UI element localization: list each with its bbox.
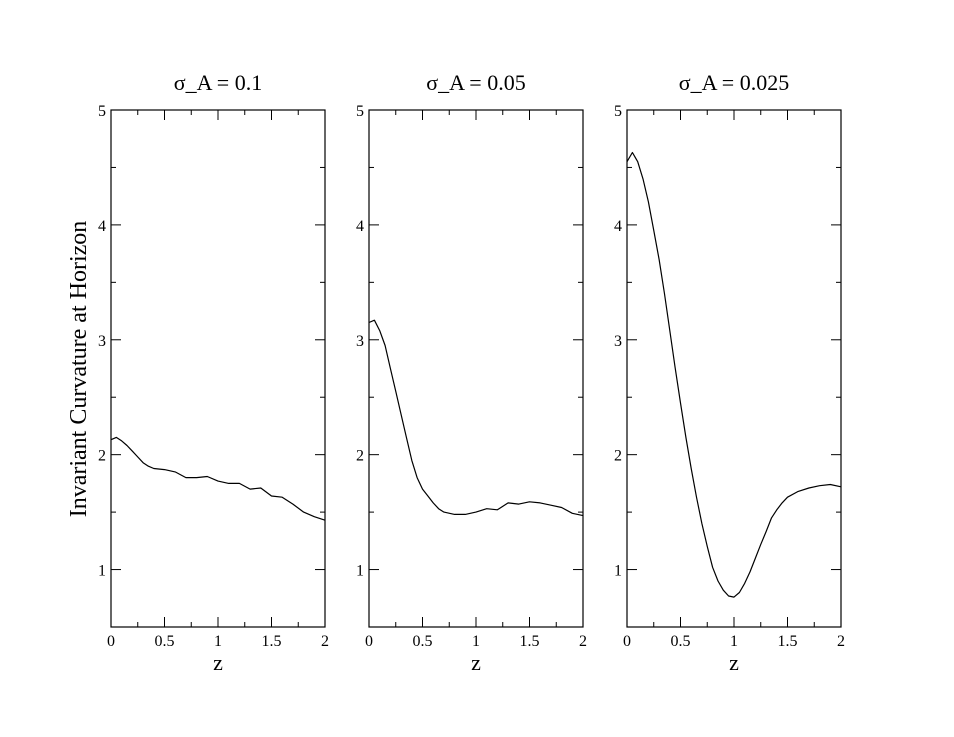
- y-tick-label: 1: [614, 563, 622, 580]
- x-tick-label: 0: [623, 633, 631, 650]
- panel-title: σ_A = 0.025: [679, 70, 789, 95]
- y-tick-label: 3: [356, 333, 364, 350]
- y-tick-label: 1: [356, 563, 364, 580]
- y-tick-label: 4: [614, 218, 622, 235]
- y-axis-label: Invariant Curvature at Horizon: [66, 221, 92, 518]
- series-line: [110, 436, 326, 521]
- y-tick-label: 4: [98, 218, 106, 235]
- plot-frame: [110, 109, 326, 628]
- x-tick-label: 0.5: [671, 633, 691, 650]
- x-tick-label: 0.5: [155, 633, 175, 650]
- y-tick-label: 4: [356, 218, 364, 235]
- x-axis-label: z: [471, 650, 481, 675]
- x-tick-label: 0: [365, 633, 373, 650]
- y-tick-label: 2: [356, 448, 364, 465]
- y-tick-label: 5: [614, 103, 622, 120]
- x-tick-label: 0: [107, 633, 115, 650]
- panel-sigma-0-05: σ_A = 0.05 z 0 0.5 1 1.5 2 1 2 3 4 5: [356, 70, 587, 675]
- x-tick-label: 1.5: [520, 633, 540, 650]
- y-tick-label: 1: [98, 563, 106, 580]
- y-tick-label: 2: [614, 448, 622, 465]
- panel-title: σ_A = 0.05: [426, 70, 525, 95]
- x-axis-label: z: [213, 650, 223, 675]
- y-tick-label: 3: [614, 333, 622, 350]
- x-tick-label: 1.5: [778, 633, 798, 650]
- plot-frame: [368, 109, 584, 628]
- y-tick-label: 2: [98, 448, 106, 465]
- series-line: [626, 151, 842, 598]
- y-tick-label: 5: [356, 103, 364, 120]
- x-tick-label: 1: [472, 633, 480, 650]
- x-tick-label: 0.5: [413, 633, 433, 650]
- y-tick-label: 3: [98, 333, 106, 350]
- x-tick-label: 1.5: [262, 633, 282, 650]
- plot-frame: [626, 109, 842, 628]
- x-tick-label: 2: [837, 633, 845, 650]
- x-tick-label: 2: [321, 633, 329, 650]
- x-tick-label: 1: [214, 633, 222, 650]
- x-tick-label: 1: [730, 633, 738, 650]
- panel-sigma-0-025: σ_A = 0.025 z 0 0.5 1 1.5 2 1 2 3 4 5: [614, 70, 845, 675]
- x-axis-label: z: [729, 650, 739, 675]
- x-tick-label: 2: [579, 633, 587, 650]
- y-tick-label: 5: [98, 103, 106, 120]
- panel-title: σ_A = 0.1: [174, 70, 262, 95]
- series-line: [368, 319, 584, 517]
- panel-sigma-0-1: σ_A = 0.1 z 0 0.5 1 1.5 2 1 2 3 4 5: [98, 70, 329, 675]
